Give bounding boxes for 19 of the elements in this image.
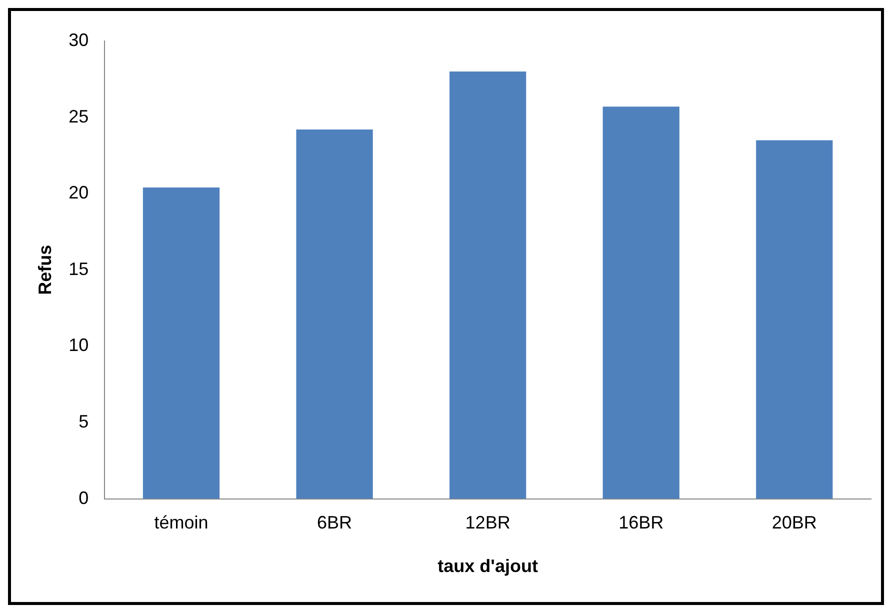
x-tick-label: 12BR [465,512,510,533]
bar [602,106,680,499]
y-tick-label: 10 [68,335,89,356]
bar [142,187,220,499]
bar [449,72,526,499]
y-tick-label: 30 [68,30,89,50]
x-tick-label: 20BR [772,512,817,533]
x-axis-title: taux d'ajout [438,556,538,576]
x-tick-label: 16BR [618,512,664,533]
bar [296,130,373,499]
y-tick-label: 25 [68,106,89,126]
y-tick-label: 15 [68,258,89,279]
y-tick-label: 5 [78,411,89,432]
x-tick-label: témoin [154,512,208,533]
y-tick-label: 0 [78,488,89,508]
y-tick-label: 20 [68,182,89,203]
y-axis-title: Refus [34,244,55,295]
bar [756,140,833,499]
x-tick-label: 6BR [317,512,352,533]
